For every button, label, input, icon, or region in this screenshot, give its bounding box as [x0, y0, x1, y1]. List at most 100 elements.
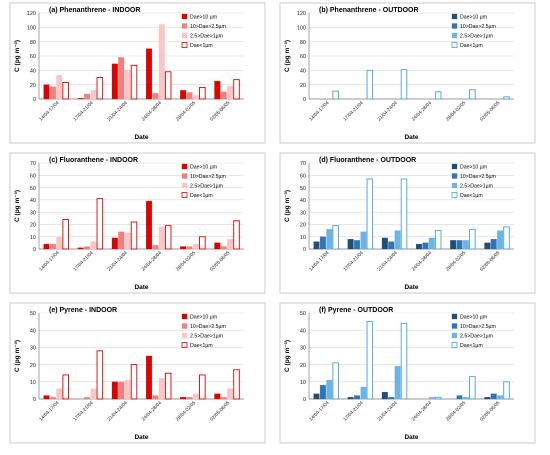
legend-label: 10>Dae>2.5µm [190, 24, 226, 30]
x-axis-label: Date [404, 134, 418, 141]
chart-title: (b) Phenanthrene - OUTDOOR [319, 7, 419, 14]
bar [220, 397, 227, 400]
legend-label: Dae<1µm [190, 43, 213, 49]
legend-swatch [181, 23, 188, 29]
legend-swatch [451, 173, 458, 179]
bar [381, 391, 388, 400]
bar [319, 385, 326, 400]
chart-title: (f) Pyrene - OUTDOOR [319, 307, 393, 314]
bar [469, 376, 476, 400]
bar [332, 362, 339, 400]
bar [192, 243, 199, 250]
legend-label: Dae>10 µm [190, 15, 217, 21]
y-axis-label: C (pg m⁻³) [284, 40, 291, 72]
bar [360, 231, 367, 250]
bar [484, 242, 491, 250]
bar [118, 231, 125, 250]
y-tick-label: 20 [30, 223, 36, 229]
legend-swatch [181, 13, 188, 20]
bar [43, 243, 50, 250]
bar [124, 379, 131, 400]
bar [146, 200, 152, 250]
bar [152, 245, 159, 250]
legend-label: 2.5>Dae>1µm [190, 184, 223, 190]
chart-panel-1: 0 20 40 60 80 100 120 (a) Phenanthrene - INDOOR… [9, 2, 266, 144]
y-tick-label: 10 [300, 380, 306, 386]
bar [152, 93, 159, 100]
legend-swatch [451, 23, 458, 29]
bar [313, 241, 320, 250]
bar [388, 241, 395, 250]
bar [164, 225, 172, 250]
chart-panel-4: 0 10 20 30 40 50 60 70 (d) Fluoranthene - OUTDOO… [279, 152, 536, 294]
bar [43, 395, 50, 400]
bar [62, 82, 69, 100]
y-tick-label: 40 [300, 328, 306, 334]
chart-frame [279, 152, 536, 294]
bar [84, 93, 90, 100]
y-tick-label: 60 [30, 173, 36, 179]
y-tick-label: 20 [300, 223, 306, 229]
bar [90, 90, 97, 100]
bar [366, 178, 374, 250]
bar [332, 225, 339, 250]
bar [49, 86, 56, 100]
legend-swatch [451, 42, 458, 48]
legend-swatch [451, 342, 458, 348]
bar [227, 85, 234, 100]
legend-swatch [181, 323, 188, 329]
bar [434, 396, 442, 400]
y-tick-label: 10 [300, 235, 306, 241]
bar [233, 79, 240, 100]
bar [313, 393, 320, 400]
legend-label: Dae<1µm [460, 193, 483, 199]
bar [186, 92, 193, 100]
bar [96, 77, 104, 100]
x-axis-label: Date [134, 134, 148, 141]
y-tick-label: 0 [33, 397, 36, 403]
legend-label: 10>Dae>2.5µm [460, 24, 496, 30]
y-tick-label: 10 [30, 235, 36, 241]
legend-label: 2.5>Dae>1µm [190, 34, 223, 40]
bar [180, 90, 187, 100]
legend-label: 10>Dae>2.5µm [460, 324, 496, 330]
bar [130, 221, 138, 250]
y-tick-label: 80 [300, 40, 306, 46]
bar [164, 372, 172, 400]
bar [146, 48, 152, 100]
bar [394, 366, 401, 400]
bar [111, 63, 118, 100]
bar [180, 246, 187, 250]
y-tick-label: 0 [33, 97, 36, 103]
bar [503, 381, 510, 400]
bar [118, 381, 125, 400]
y-tick-label: 20 [300, 83, 306, 89]
bar [111, 237, 118, 250]
x-axis-label: Date [134, 284, 148, 291]
y-tick-label: 50 [300, 186, 306, 192]
bar [124, 70, 131, 100]
legend-swatch [181, 42, 188, 48]
bar [164, 71, 172, 100]
y-tick-label: 30 [30, 346, 36, 352]
bar [186, 397, 193, 400]
bar [422, 242, 429, 250]
bar [84, 397, 90, 400]
bar [124, 232, 131, 250]
y-tick-label: 70 [30, 161, 36, 167]
y-tick-label: 20 [300, 363, 306, 369]
bar [469, 228, 476, 250]
legend-label: Dae<1µm [460, 343, 483, 349]
y-tick-label: 20 [30, 363, 36, 369]
bar [416, 243, 422, 250]
legend-swatch [451, 313, 458, 320]
y-axis-label: C (pg m⁻³) [14, 340, 21, 372]
legend-swatch [181, 313, 188, 320]
bar [56, 236, 63, 250]
bar [434, 91, 442, 100]
legend-label: 2.5>Dae>1µm [460, 34, 493, 40]
legend-swatch [451, 13, 458, 20]
y-tick-label: 50 [300, 311, 306, 317]
bar [220, 91, 227, 100]
legend-label: Dae>10 µm [190, 165, 217, 171]
